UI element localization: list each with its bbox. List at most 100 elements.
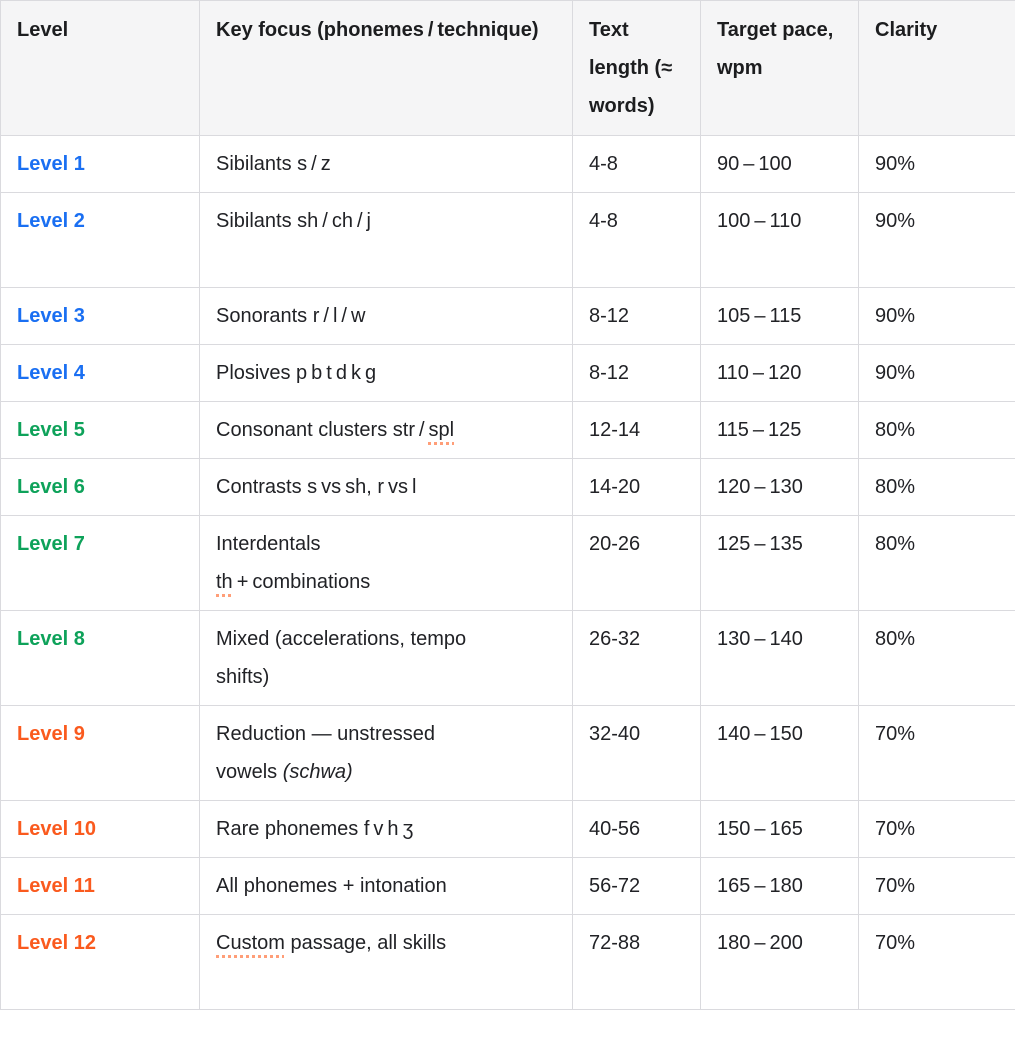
level-cell: Level 12: [0, 914, 200, 1010]
column-header-text-length: Text length (≈ words): [572, 0, 701, 136]
focus-text: Sibilants s / z: [216, 153, 331, 175]
clarity-cell: 70%: [858, 705, 1015, 801]
pace-cell: 140 – 150: [700, 705, 859, 801]
pace-cell: 165 – 180: [700, 857, 859, 915]
level-cell: Level 8: [0, 610, 200, 706]
focus-cell: Sibilants sh / ch / j: [199, 192, 573, 288]
clarity-cell: 80%: [858, 458, 1015, 516]
level-cell: Level 4: [0, 344, 200, 402]
focus-text: passage, all skills: [290, 932, 447, 954]
clarity-cell: 80%: [858, 610, 1015, 706]
focus-cell: Sonorants r / l / w: [199, 287, 573, 345]
pace-cell: 150 – 165: [700, 800, 859, 858]
pace-cell: 100 – 110: [700, 192, 859, 288]
level-cell: Level 9: [0, 705, 200, 801]
focus-text: Sonorants r / l / w: [216, 305, 366, 327]
focus-text: Mixed (accelerations, tempo shifts): [216, 628, 467, 688]
pace-cell: 180 – 200: [700, 914, 859, 1010]
level-cell: Level 5: [0, 401, 200, 459]
focus-cell: Sibilants s / z: [199, 135, 573, 193]
level-link[interactable]: Level 9: [17, 723, 85, 745]
length-cell: 72-88: [572, 914, 701, 1010]
level-link[interactable]: Level 3: [17, 305, 85, 327]
pace-cell: 130 – 140: [700, 610, 859, 706]
pace-cell: 120 – 130: [700, 458, 859, 516]
length-cell: 12-14: [572, 401, 701, 459]
focus-cell: Plosives p b t d k g: [199, 344, 573, 402]
table-row: Level 12 Custom passage, all skills 72-88…: [0, 914, 1015, 1010]
focus-cell: All phonemes + intonation: [199, 857, 573, 915]
length-cell: 32-40: [572, 705, 701, 801]
level-link[interactable]: Level 1: [17, 153, 85, 175]
spellcheck-underlined-word: Custom: [216, 932, 285, 954]
pace-cell: 115 – 125: [700, 401, 859, 459]
table-row: Level 7 Interdentals th + combinations20-…: [0, 515, 1015, 611]
level-link[interactable]: Level 8: [17, 628, 85, 650]
clarity-cell: 80%: [858, 515, 1015, 611]
length-cell: 40-56: [572, 800, 701, 858]
focus-cell: Mixed (accelerations, tempo shifts): [199, 610, 573, 706]
focus-text: Rare phonemes f v h ʒ: [216, 818, 414, 840]
level-cell: Level 3: [0, 287, 200, 345]
clarity-cell: 70%: [858, 857, 1015, 915]
column-header-level: Level: [0, 0, 200, 136]
length-cell: 14-20: [572, 458, 701, 516]
pace-cell: 110 – 120: [700, 344, 859, 402]
level-cell: Level 6: [0, 458, 200, 516]
level-link[interactable]: Level 2: [17, 210, 85, 232]
level-link[interactable]: Level 5: [17, 419, 85, 441]
spellcheck-underlined-word: spl: [428, 419, 455, 441]
length-cell: 4-8: [572, 135, 701, 193]
table-row: Level 5 Consonant clusters str / spl12-14…: [0, 401, 1015, 459]
table-header: Level Key focus (phonemes / technique) T…: [0, 0, 1015, 136]
focus-cell: Reduction — unstressed vowels (schwa): [199, 705, 573, 801]
length-cell: 20-26: [572, 515, 701, 611]
levels-table: Level Key focus (phonemes / technique) T…: [0, 0, 1015, 1010]
length-cell: 4-8: [572, 192, 701, 288]
focus-cell: Interdentals th + combinations: [199, 515, 573, 611]
focus-text: Contrasts s vs sh, r vs l: [216, 476, 417, 498]
clarity-cell: 80%: [858, 401, 1015, 459]
focus-cell: Rare phonemes f v h ʒ: [199, 800, 573, 858]
pace-cell: 125 – 135: [700, 515, 859, 611]
level-cell: Level 10: [0, 800, 200, 858]
length-cell: 8-12: [572, 287, 701, 345]
table-row: Level 11 All phonemes + intonation 56-7216…: [0, 857, 1015, 915]
column-header-key-focus: Key focus (phonemes / technique): [199, 0, 573, 136]
column-header-clarity: Clarity: [858, 0, 1015, 136]
level-link[interactable]: Level 4: [17, 362, 85, 384]
level-link[interactable]: Level 7: [17, 533, 85, 555]
clarity-cell: 90%: [858, 135, 1015, 193]
clarity-cell: 90%: [858, 344, 1015, 402]
focus-text: Reduction — unstressed vowels: [216, 723, 436, 783]
spellcheck-underlined-word: th: [216, 571, 233, 593]
table-row: Level 6 Contrasts s vs sh, r vs l 14-20120…: [0, 458, 1015, 516]
clarity-cell: 90%: [858, 192, 1015, 288]
level-link[interactable]: Level 10: [17, 818, 96, 840]
focus-text: All phonemes + intonation: [216, 875, 447, 897]
column-header-target-pace: Target pace, wpm: [700, 0, 859, 136]
level-link[interactable]: Level 11: [17, 875, 95, 897]
focus-text: Plosives p b t d k g: [216, 362, 377, 384]
focus-text: Sibilants sh / ch / j: [216, 210, 371, 232]
length-cell: 8-12: [572, 344, 701, 402]
header-row: Level Key focus (phonemes / technique) T…: [0, 0, 1015, 136]
level-cell: Level 1: [0, 135, 200, 193]
focus-cell: Custom passage, all skills: [199, 914, 573, 1010]
clarity-cell: 90%: [858, 287, 1015, 345]
level-link[interactable]: Level 12: [17, 932, 96, 954]
level-link[interactable]: Level 6: [17, 476, 85, 498]
table-row: Level 9 Reduction — unstressed vowels (sc…: [0, 705, 1015, 801]
clarity-cell: 70%: [858, 914, 1015, 1010]
table-row: Level 8 Mixed (accelerations, tempo shift…: [0, 610, 1015, 706]
length-cell: 56-72: [572, 857, 701, 915]
length-cell: 26-32: [572, 610, 701, 706]
focus-text: Interdentals: [216, 533, 321, 555]
clarity-cell: 70%: [858, 800, 1015, 858]
focus-cell: Consonant clusters str / spl: [199, 401, 573, 459]
